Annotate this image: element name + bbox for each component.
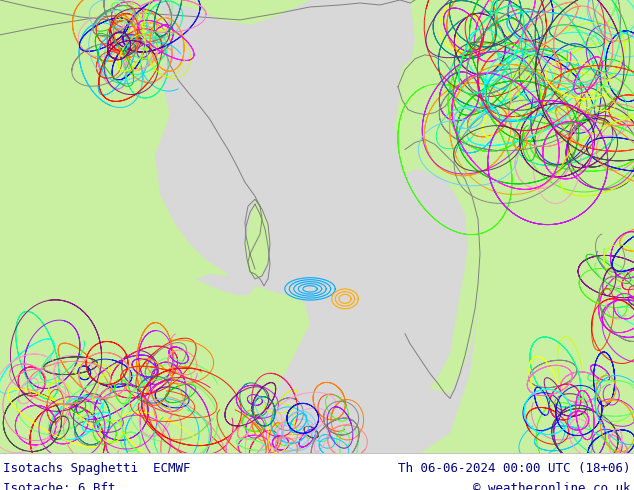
Text: Isotache: 6 Bft: Isotache: 6 Bft [3, 482, 115, 490]
Polygon shape [398, 55, 455, 115]
Polygon shape [405, 143, 480, 393]
Polygon shape [447, 65, 460, 145]
Ellipse shape [246, 288, 258, 294]
Text: Isotachs Spaghetti  ECMWF: Isotachs Spaghetti ECMWF [3, 463, 191, 475]
Polygon shape [155, 0, 480, 453]
Text: Th 06-06-2024 00:00 UTC (18+06): Th 06-06-2024 00:00 UTC (18+06) [398, 463, 631, 475]
Text: © weatheronline.co.uk: © weatheronline.co.uk [474, 482, 631, 490]
Polygon shape [195, 272, 255, 296]
Polygon shape [245, 199, 270, 279]
